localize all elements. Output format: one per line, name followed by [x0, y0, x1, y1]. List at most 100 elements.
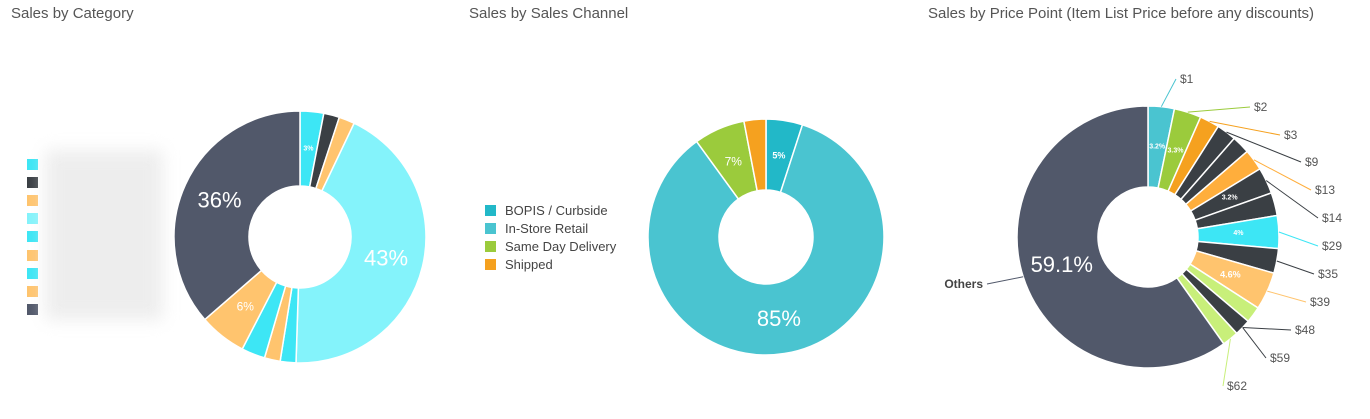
price-label-6: 3.2% — [1222, 195, 1239, 202]
price-label-10: 4.6% — [1220, 269, 1241, 279]
price-slice-others[interactable] — [1016, 105, 1225, 369]
price-outer-label-39: $39 — [1310, 295, 1330, 309]
legend-label: Shipped — [505, 256, 553, 272]
price-leader-line — [1222, 338, 1231, 387]
legend-swatch — [27, 285, 38, 297]
price-leader-line — [1267, 290, 1307, 303]
category-slice-2[interactable] — [314, 116, 356, 192]
category-legend-item[interactable] — [27, 282, 48, 300]
category-slice-5[interactable] — [263, 285, 293, 363]
category-label-8: 36% — [197, 188, 241, 213]
price-outer-label-62: $62 — [1227, 379, 1247, 393]
price-leader-line — [1276, 260, 1315, 275]
legend-blur — [45, 150, 163, 320]
price-outer-label-13: $13 — [1315, 183, 1335, 197]
price-slice-29[interactable] — [1196, 214, 1280, 250]
legend-swatch — [27, 249, 38, 261]
channel-label-2: 7% — [725, 154, 743, 168]
price-leader-line — [1278, 231, 1319, 247]
legend-swatch — [27, 304, 38, 316]
legend-swatch — [27, 213, 38, 225]
legend-label: Same Day Delivery — [505, 238, 617, 254]
price-slice-14[interactable] — [1189, 167, 1273, 222]
category-slice-4[interactable] — [279, 286, 300, 364]
legend-swatch — [485, 222, 496, 234]
channel-chart-title: Sales by Sales Channel — [469, 5, 629, 22]
price-outer-label-29: $29 — [1322, 239, 1342, 253]
price-leader-line — [1265, 180, 1319, 219]
price-slice-7[interactable] — [1194, 191, 1279, 230]
price-slice-1[interactable] — [1147, 105, 1176, 189]
channel-slice-bopis-curbside[interactable] — [765, 118, 804, 194]
category-label-7: 6% — [237, 300, 255, 314]
price-label-8: 4% — [1233, 230, 1244, 237]
legend-swatch — [485, 204, 496, 216]
category-legend-item[interactable] — [27, 246, 48, 264]
price-slice-4[interactable] — [1179, 137, 1249, 206]
price-slice-11[interactable] — [1185, 263, 1260, 323]
price-outer-label-3: $3 — [1284, 128, 1298, 142]
price-slice-35[interactable] — [1195, 240, 1280, 275]
price-leader-line — [986, 276, 1024, 285]
legend-swatch — [27, 231, 38, 243]
channel-slice-same-day-delivery[interactable] — [695, 120, 759, 201]
category-slice-6[interactable] — [241, 281, 287, 359]
price-slice-48[interactable] — [1180, 268, 1250, 335]
price-slice-9[interactable] — [1173, 125, 1236, 201]
legend-label: BOPIS / Curbside — [505, 202, 608, 218]
price-chart-title: Sales by Price Point (Item List Price be… — [928, 5, 1315, 22]
channel-legend-item-shipped[interactable]: Shipped — [485, 255, 616, 273]
category-legend-item[interactable] — [27, 264, 48, 282]
price-slice-59[interactable] — [1175, 272, 1238, 345]
legend-swatch — [27, 176, 38, 188]
legend-swatch — [485, 240, 496, 252]
price-outer-label-2: $2 — [1254, 100, 1268, 114]
price-leader-line — [1226, 131, 1302, 163]
channel-slice-in-store-retail[interactable] — [647, 123, 885, 356]
category-legend-item[interactable] — [27, 210, 48, 228]
price-outer-label-14: $14 — [1322, 211, 1342, 225]
legend-swatch — [27, 267, 38, 279]
category-label-0: 3% — [303, 145, 314, 152]
price-slice-3[interactable] — [1167, 116, 1220, 196]
channel-label-1: 85% — [757, 306, 801, 331]
price-outer-label-others: Others — [944, 277, 983, 291]
price-leader-line — [1187, 106, 1251, 113]
price-label-14: 59.1% — [1031, 252, 1093, 277]
category-legend-item[interactable] — [27, 301, 48, 319]
legend-swatch — [27, 194, 38, 206]
price-label-0: 3.2% — [1149, 143, 1166, 150]
category-legend-item[interactable] — [27, 155, 48, 173]
price-slice-2[interactable] — [1157, 107, 1202, 193]
price-leader-line — [1253, 159, 1312, 191]
category-label-3: 43% — [364, 245, 408, 270]
category-legend-item[interactable] — [27, 228, 48, 246]
channel-slice-shipped[interactable] — [743, 118, 767, 192]
category-chart-title: Sales by Category — [11, 5, 134, 22]
category-slice-8[interactable] — [173, 110, 301, 321]
price-leader-line — [1242, 327, 1267, 359]
category-slice-7[interactable] — [203, 269, 278, 351]
price-outer-label-59: $59 — [1270, 351, 1290, 365]
price-leader-line — [1242, 327, 1292, 331]
category-legend-item[interactable] — [27, 191, 48, 209]
price-outer-label-48: $48 — [1295, 323, 1315, 337]
price-slice-39[interactable] — [1188, 249, 1275, 309]
category-slice-1[interactable] — [308, 112, 341, 190]
channel-legend-item-same-day-delivery[interactable]: Same Day Delivery — [485, 237, 616, 255]
channel-legend-item-bopis-curbside[interactable]: BOPIS / Curbside — [485, 201, 616, 219]
category-slice-3[interactable] — [295, 122, 427, 364]
channel-legend-item-in-store-retail[interactable]: In-Store Retail — [485, 219, 616, 237]
price-outer-label-9: $9 — [1305, 155, 1319, 169]
price-leader-line — [1209, 120, 1281, 136]
category-slice-0[interactable] — [299, 110, 325, 188]
category-legend-item[interactable] — [27, 173, 48, 191]
legend-swatch — [485, 258, 496, 270]
channel-label-0: 5% — [772, 151, 785, 161]
legend-label: In-Store Retail — [505, 220, 589, 236]
category-legend — [27, 150, 163, 320]
price-outer-label-35: $35 — [1318, 267, 1338, 281]
channel-legend: BOPIS / Curbside In-Store Retail Same Day … — [485, 201, 616, 273]
price-slice-13[interactable] — [1184, 150, 1261, 213]
